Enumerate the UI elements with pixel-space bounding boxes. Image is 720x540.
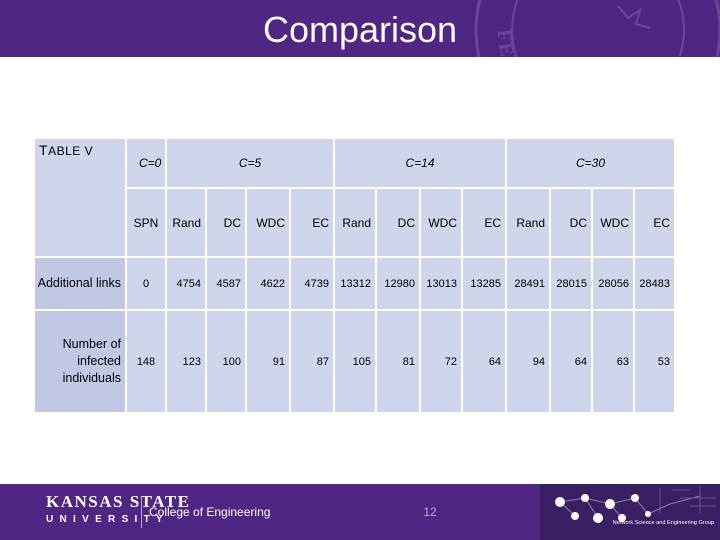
table-cell: 28015: [551, 258, 591, 309]
logo-line-2: UNIVERSITY: [46, 514, 170, 525]
logo-line-1: KANSAS STATE: [46, 492, 191, 511]
comparison-table: TABLE V C=0 C=5 C=14 C=30 SPN Rand DC WD…: [33, 137, 676, 414]
group-banner: Network Science and Engineering Group: [540, 484, 720, 540]
table-cell: 4622: [247, 258, 289, 309]
table-cell: 28491: [507, 258, 549, 309]
row-label-infected-individuals: Number of infected individuals: [35, 311, 125, 412]
column-header: WDC: [421, 189, 461, 256]
table-header-row: SPN Rand DC WDC EC Rand DC WDC EC Rand D…: [35, 189, 674, 256]
table-cell: 0: [127, 258, 165, 309]
column-header: Rand: [507, 189, 549, 256]
table-cell: 63: [593, 311, 633, 412]
table-cell: 12980: [377, 258, 419, 309]
table-cell: 13013: [421, 258, 461, 309]
column-header: EC: [635, 189, 674, 256]
row-label-additional-links: Additional links: [35, 258, 125, 309]
table-row: Number of infected individuals 148 123 1…: [35, 311, 674, 412]
column-header: WDC: [247, 189, 289, 256]
table-caption: TABLE V: [39, 142, 94, 158]
column-header: SPN: [127, 189, 165, 256]
table-cell: 64: [551, 311, 591, 412]
column-header: DC: [207, 189, 245, 256]
column-header: DC: [551, 189, 591, 256]
kansas-state-logo: KANSAS STATE UNIVERSITY: [46, 493, 190, 527]
slide-footer: KANSAS STATE UNIVERSITY College of Engin…: [0, 484, 720, 540]
group-name: Network Science and Engineering Group: [612, 520, 714, 526]
group-header-c0: C=0: [127, 139, 165, 187]
table-cell: 123: [167, 311, 205, 412]
group-header-c5: C=5: [167, 139, 333, 187]
table-cell: 148: [127, 311, 165, 412]
table-row: Additional links 0 4754 4587 4622 4739 1…: [35, 258, 674, 309]
column-header: Rand: [335, 189, 375, 256]
table-cell: 28056: [593, 258, 633, 309]
table-cell: 87: [291, 311, 333, 412]
table-cell: 13285: [463, 258, 505, 309]
logo-divider: [141, 496, 142, 528]
page-title: Comparison: [262, 9, 458, 50]
table-cell: 4739: [291, 258, 333, 309]
table-cell: 94: [507, 311, 549, 412]
table-cell: 81: [377, 311, 419, 412]
column-header: WDC: [593, 189, 633, 256]
university-seal-icon: FEBRUARY 16, 1863: [474, 0, 720, 57]
table-cell: 13312: [335, 258, 375, 309]
table-cell: 28483: [635, 258, 674, 309]
column-header: Rand: [167, 189, 205, 256]
table-cell: 4587: [207, 258, 245, 309]
table-corner: TABLE V: [35, 139, 125, 256]
column-header: EC: [291, 189, 333, 256]
table-cell: 64: [463, 311, 505, 412]
table-cell: 72: [421, 311, 461, 412]
table-cell: 100: [207, 311, 245, 412]
network-graph-icon: [555, 486, 716, 523]
table-cell: 4754: [167, 258, 205, 309]
page-number: 12: [423, 505, 437, 519]
group-header-c30: C=30: [507, 139, 674, 187]
college-name: College of Engineering: [149, 505, 271, 519]
slide-header: FEBRUARY 16, 1863 Comparison: [0, 0, 720, 57]
table-cell: 91: [247, 311, 289, 412]
group-header-c14: C=14: [335, 139, 505, 187]
table-cell: 105: [335, 311, 375, 412]
column-header: DC: [377, 189, 419, 256]
table-cell: 53: [635, 311, 674, 412]
column-header: EC: [463, 189, 505, 256]
